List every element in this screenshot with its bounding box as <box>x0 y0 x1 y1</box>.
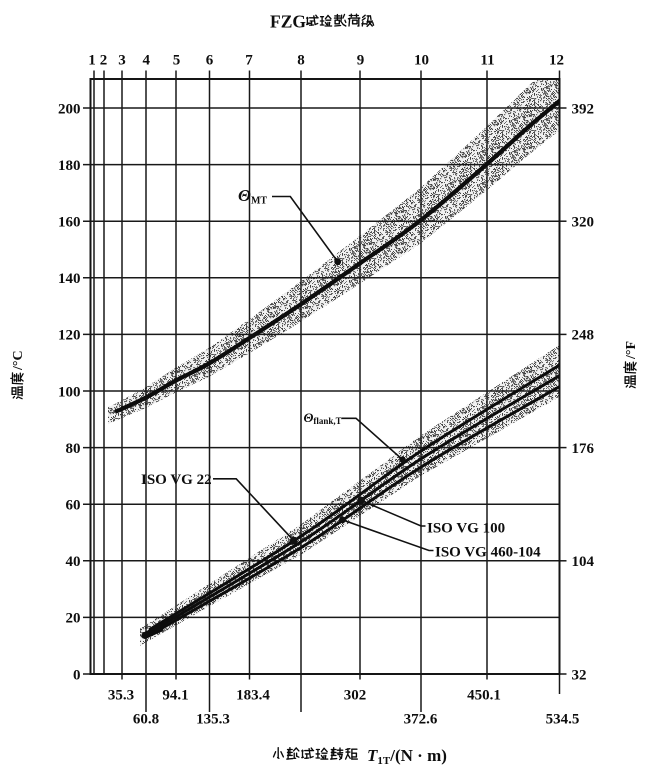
svg-text:176: 176 <box>572 441 595 457</box>
svg-text:372.6: 372.6 <box>404 712 438 728</box>
svg-text:94.1: 94.1 <box>162 688 188 704</box>
svg-text:ISO VG 22: ISO VG 22 <box>141 472 212 488</box>
svg-text:/°F: /°F <box>624 341 639 360</box>
svg-text:183.4: 183.4 <box>236 688 270 704</box>
svg-text:ISO VG 100: ISO VG 100 <box>427 521 505 537</box>
svg-text:12: 12 <box>549 53 564 69</box>
svg-text:200: 200 <box>58 101 81 117</box>
svg-text:11: 11 <box>480 53 494 69</box>
svg-text:140: 140 <box>58 271 81 287</box>
svg-text:80: 80 <box>66 441 81 457</box>
svg-text:/°C: /°C <box>11 350 26 371</box>
svg-text:450.1: 450.1 <box>467 688 501 704</box>
svg-text:180: 180 <box>58 158 81 174</box>
svg-text:40: 40 <box>66 554 81 570</box>
svg-text:160: 160 <box>58 215 81 231</box>
svg-text:6: 6 <box>206 53 214 69</box>
svg-text:60.8: 60.8 <box>133 712 159 728</box>
svg-text:60: 60 <box>66 498 81 514</box>
svg-text:FZG-: FZG- <box>270 11 312 31</box>
svg-text:35.3: 35.3 <box>108 688 134 704</box>
svg-text:4: 4 <box>143 53 151 69</box>
svg-text:248: 248 <box>572 328 595 344</box>
svg-text:1: 1 <box>88 53 96 69</box>
svg-text:302: 302 <box>344 688 367 704</box>
svg-text:20: 20 <box>66 611 81 627</box>
svg-text:10: 10 <box>414 53 429 69</box>
svg-text:ISO VG 460-104: ISO VG 460-104 <box>435 545 541 561</box>
svg-text:8: 8 <box>297 53 305 69</box>
svg-text:120: 120 <box>58 328 81 344</box>
svg-text:392: 392 <box>572 101 595 117</box>
svg-text:135.3: 135.3 <box>196 712 230 728</box>
svg-text:0: 0 <box>73 667 81 683</box>
svg-text:5: 5 <box>173 53 181 69</box>
svg-text:104: 104 <box>572 554 595 570</box>
svg-text:9: 9 <box>357 53 365 69</box>
svg-text:3: 3 <box>118 53 126 69</box>
svg-text:100: 100 <box>58 384 81 400</box>
svg-text:2: 2 <box>100 53 108 69</box>
svg-text:320: 320 <box>572 215 595 231</box>
svg-text:7: 7 <box>245 53 253 69</box>
svg-text:534.5: 534.5 <box>546 712 580 728</box>
svg-text:32: 32 <box>572 667 587 683</box>
